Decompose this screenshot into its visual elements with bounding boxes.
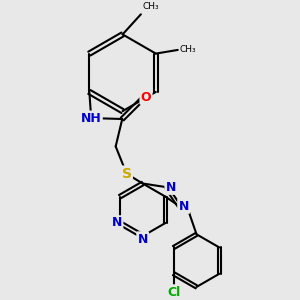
Text: S: S <box>122 167 132 181</box>
Text: O: O <box>141 91 151 103</box>
Text: N: N <box>112 217 122 230</box>
Text: Cl: Cl <box>167 286 180 298</box>
Text: N: N <box>137 232 148 246</box>
Text: N: N <box>166 181 176 194</box>
Text: NH: NH <box>81 112 102 125</box>
Text: CH₃: CH₃ <box>143 2 159 11</box>
Text: CH₃: CH₃ <box>180 45 196 54</box>
Text: N: N <box>178 200 189 213</box>
